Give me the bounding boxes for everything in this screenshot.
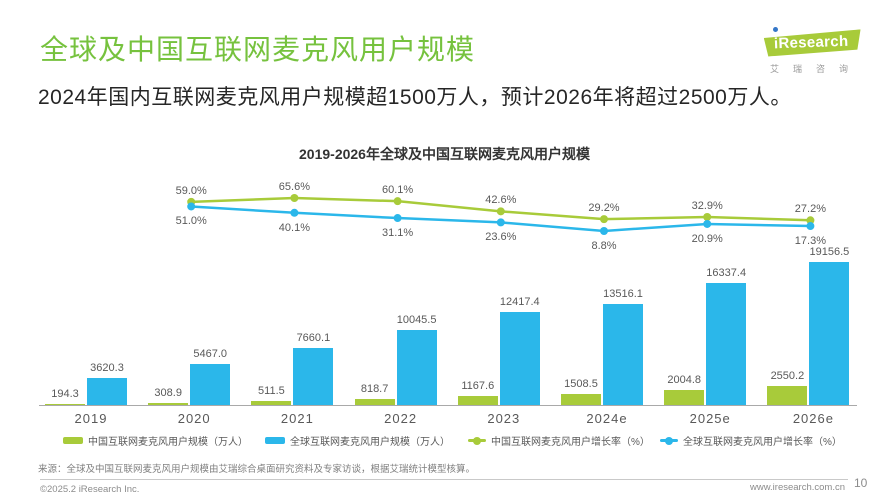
iresearch-logo: iResearch 艾瑞咨询 — [762, 26, 864, 74]
x-axis-label: 2026e — [792, 411, 834, 426]
page-number: 10 — [854, 476, 868, 490]
growth-value-label: 59.0% — [175, 184, 207, 197]
growth-value-label: 32.9% — [691, 199, 723, 212]
bar-value-label: 2550.2 — [770, 369, 805, 382]
growth-value-label: 29.2% — [588, 202, 620, 215]
growth-value-label: 65.6% — [278, 180, 310, 193]
line-point-marker — [393, 197, 402, 206]
bar-china-users — [45, 403, 85, 405]
bar-china-users — [251, 401, 292, 405]
bar-china-users — [148, 402, 189, 405]
source-note: 来源：全球及中国互联网麦克风用户规模由艾瑞综合桌面研究资料及专家访谈，根据艾瑞统… — [38, 464, 476, 475]
line-point-marker — [290, 193, 299, 202]
legend-bar-swatch-global — [265, 437, 285, 444]
bar-global-users — [809, 262, 850, 405]
growth-value-label: 23.6% — [485, 231, 517, 244]
bar-global-users — [499, 312, 540, 405]
bar-global-users — [293, 347, 334, 405]
bar-value-label: 308.9 — [154, 386, 182, 399]
x-axis-label: 2019 — [74, 411, 108, 426]
bar-china-users — [767, 385, 808, 405]
line-point-marker — [496, 218, 505, 227]
bar-value-label: 19156.5 — [809, 246, 850, 258]
growth-value-label: 51.0% — [175, 215, 207, 228]
growth-value-label: 20.9% — [691, 232, 723, 245]
x-axis-label: 2021 — [280, 411, 314, 426]
logo-brand-cn: 艾瑞咨询 — [770, 64, 863, 74]
line-point-marker — [600, 226, 608, 235]
growth-value-label: 8.8% — [591, 239, 617, 252]
legend-item-global-users: 全球互联网麦克风用户规模（万人） — [265, 434, 450, 448]
legend-label: 全球互联网麦克风用户规模（万人） — [290, 437, 450, 448]
bar-value-label: 7660.1 — [296, 331, 331, 344]
footer-divider — [40, 479, 848, 480]
bar-value-label: 1167.6 — [461, 380, 495, 393]
bar-value-label: 5467.0 — [193, 348, 228, 361]
page-title: 全球及中国互联网麦克风用户规模 — [40, 34, 476, 65]
footer-website: www.iresearch.com.cn — [749, 482, 845, 493]
legend-label: 中国互联网麦克风用户规模（万人） — [88, 437, 248, 448]
x-axis-line — [39, 405, 857, 406]
x-axis-label: 2025e — [689, 411, 731, 426]
legend-item-china-growth: 中国互联网麦克风用户增长率（%） — [468, 434, 650, 448]
growth-value-label: 27.2% — [794, 203, 826, 216]
bar-value-label: 1508.5 — [564, 377, 598, 390]
growth-value-label: 42.6% — [485, 194, 517, 207]
growth-value-label: 17.3% — [794, 235, 826, 248]
page-subtitle: 2024年国内互联网麦克风用户规模超1500万人，预计2026年将超过2500万… — [38, 86, 792, 109]
bar-value-label: 511.5 — [258, 385, 285, 398]
growth-value-label: 60.1% — [381, 184, 414, 197]
bar-value-label: 12417.4 — [499, 296, 540, 309]
bar-global-users — [396, 330, 437, 405]
x-axis-label: 2024e — [586, 411, 628, 426]
bar-value-label: 2004.8 — [667, 374, 702, 387]
line-point-marker — [496, 207, 505, 216]
legend-label: 全球互联网麦克风用户增长率（%） — [683, 437, 842, 448]
legend-line-swatch-global — [660, 436, 678, 445]
legend-item-global-growth: 全球互联网麦克风用户增长率（%） — [660, 434, 842, 448]
bar-global-users — [706, 283, 747, 405]
bar-value-label: 13516.1 — [603, 288, 643, 301]
line-point-marker — [187, 202, 196, 211]
line-point-marker — [600, 215, 608, 224]
bar-value-label: 10045.5 — [396, 314, 437, 326]
x-axis-label: 2023 — [487, 411, 521, 426]
line-point-marker — [290, 208, 299, 217]
x-axis-label: 2022 — [384, 411, 418, 426]
legend-label: 中国互联网麦克风用户增长率（%） — [491, 437, 650, 448]
bar-value-label: 818.7 — [360, 382, 389, 395]
legend-bar-swatch-china — [63, 437, 83, 444]
legend-item-china-users: 中国互联网麦克风用户规模（万人） — [63, 434, 248, 448]
bar-china-users — [457, 396, 498, 405]
bar-china-users — [664, 390, 705, 405]
growth-value-label: 31.1% — [381, 227, 414, 240]
bar-global-users — [190, 364, 231, 405]
footer-copyright: ©2025.2 iResearch Inc. — [40, 484, 140, 495]
line-point-marker — [703, 212, 712, 221]
bar-value-label: 16337.4 — [706, 267, 747, 280]
chart-title: 2019-2026年全球及中国互联网麦克风用户规模 — [299, 146, 590, 162]
bar-global-users — [603, 304, 643, 405]
logo-i-dot-icon — [773, 27, 778, 32]
legend-line-swatch-china — [468, 436, 486, 445]
x-axis-label: 2020 — [177, 411, 211, 426]
line-point-marker — [806, 216, 815, 225]
growth-value-label: 40.1% — [278, 221, 310, 234]
line-point-marker — [703, 219, 712, 228]
line-point-marker — [393, 214, 402, 223]
line-point-marker — [806, 222, 815, 231]
bar-value-label: 3620.3 — [90, 361, 124, 374]
bar-china-users — [561, 393, 601, 405]
bar-global-users — [87, 377, 127, 405]
bar-value-label: 194.3 — [51, 387, 79, 400]
bar-china-users — [354, 398, 395, 405]
